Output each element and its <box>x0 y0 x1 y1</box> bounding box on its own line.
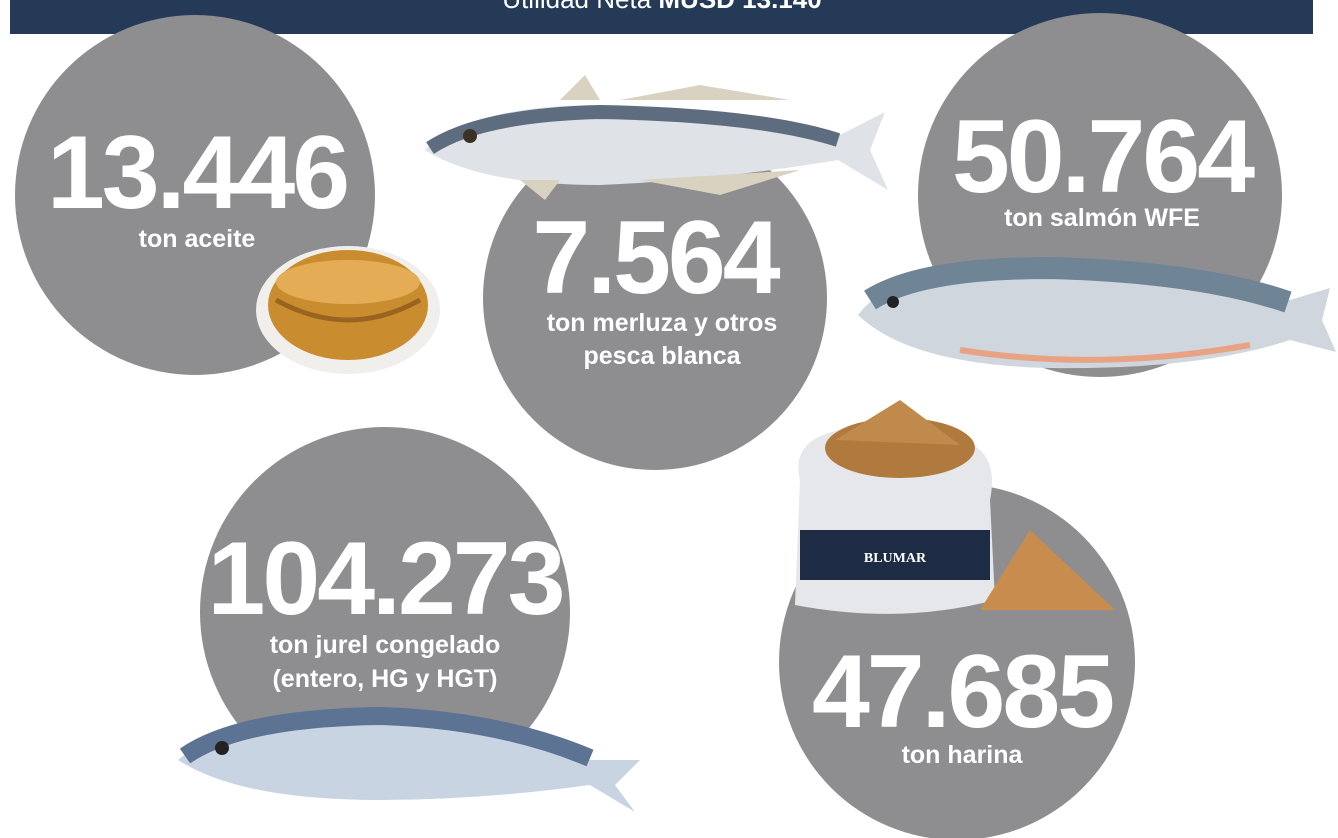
label: ton aceite <box>139 225 256 253</box>
header-value: MUSD 13.140 <box>658 0 821 14</box>
flour-sack: BLUMAR <box>795 400 1115 614</box>
label: pesca blanca <box>583 342 741 370</box>
label: ton jurel congelado <box>270 631 501 659</box>
values: 13.446 ton aceite 7.564 ton merluza y ot… <box>47 99 1258 769</box>
value: 50.764 <box>952 99 1255 215</box>
salmon-fish <box>858 256 1336 369</box>
value: 47.685 <box>812 634 1112 750</box>
mackerel-fish <box>178 706 640 812</box>
label: (entero, HG y HGT) <box>272 665 497 693</box>
label: ton salmón WFE <box>1004 204 1200 232</box>
circle <box>483 126 827 470</box>
header-label: Utilidad Neta <box>502 0 651 14</box>
oil-bowl <box>256 246 440 374</box>
header-text: Utilidad Neta MUSD 13.140 <box>502 0 821 14</box>
value: 13.446 <box>47 115 347 231</box>
label: ton harina <box>902 741 1024 769</box>
value: 7.564 <box>532 200 780 316</box>
sack-brand: BLUMAR <box>864 551 927 566</box>
label: ton merluza y otros <box>547 309 778 337</box>
hake-fish <box>425 75 888 200</box>
circle <box>200 427 570 797</box>
value: 104.273 <box>208 521 563 637</box>
